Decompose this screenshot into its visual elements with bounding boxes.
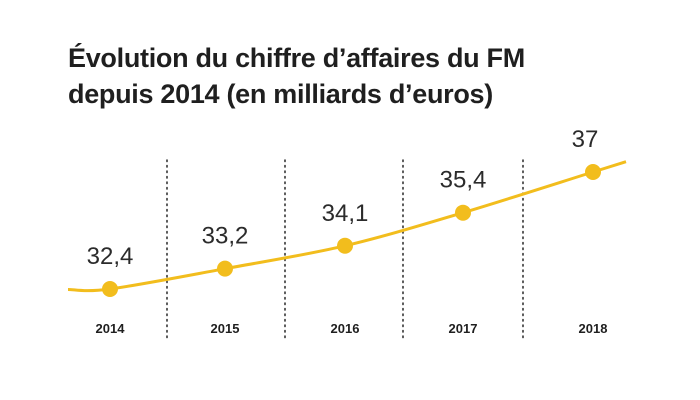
year-label-2015: 2015 <box>211 321 240 336</box>
data-point-2017 <box>455 204 471 221</box>
data-point-2016 <box>337 237 353 254</box>
year-label-2017: 2017 <box>449 321 478 336</box>
chart-title: Évolution du chiffre d’affaires du FM de… <box>68 40 668 112</box>
value-label-2014: 32,4 <box>87 243 134 270</box>
year-separators <box>166 159 524 339</box>
year-label-2018: 2018 <box>579 321 608 336</box>
data-point-2018 <box>585 164 601 180</box>
chart-title-line-2: depuis 2014 (en milliards d’euros) <box>68 79 493 109</box>
year-labels: 2014 2015 2016 2017 2018 <box>96 321 608 336</box>
year-label-2016: 2016 <box>331 321 360 336</box>
value-label-2017: 35,4 <box>440 167 487 194</box>
value-label-2016: 34,1 <box>322 200 369 227</box>
year-label-2014: 2014 <box>96 321 126 336</box>
chart-title-line-1: Évolution du chiffre d’affaires du FM <box>68 43 525 73</box>
data-point-2014 <box>102 281 118 297</box>
data-points <box>102 164 601 297</box>
data-point-2015 <box>217 260 233 277</box>
value-label-2018: 37 <box>572 126 599 153</box>
value-label-2015: 33,2 <box>202 223 249 250</box>
value-labels: 32,4 33,2 34,1 35,4 37 <box>87 126 599 270</box>
